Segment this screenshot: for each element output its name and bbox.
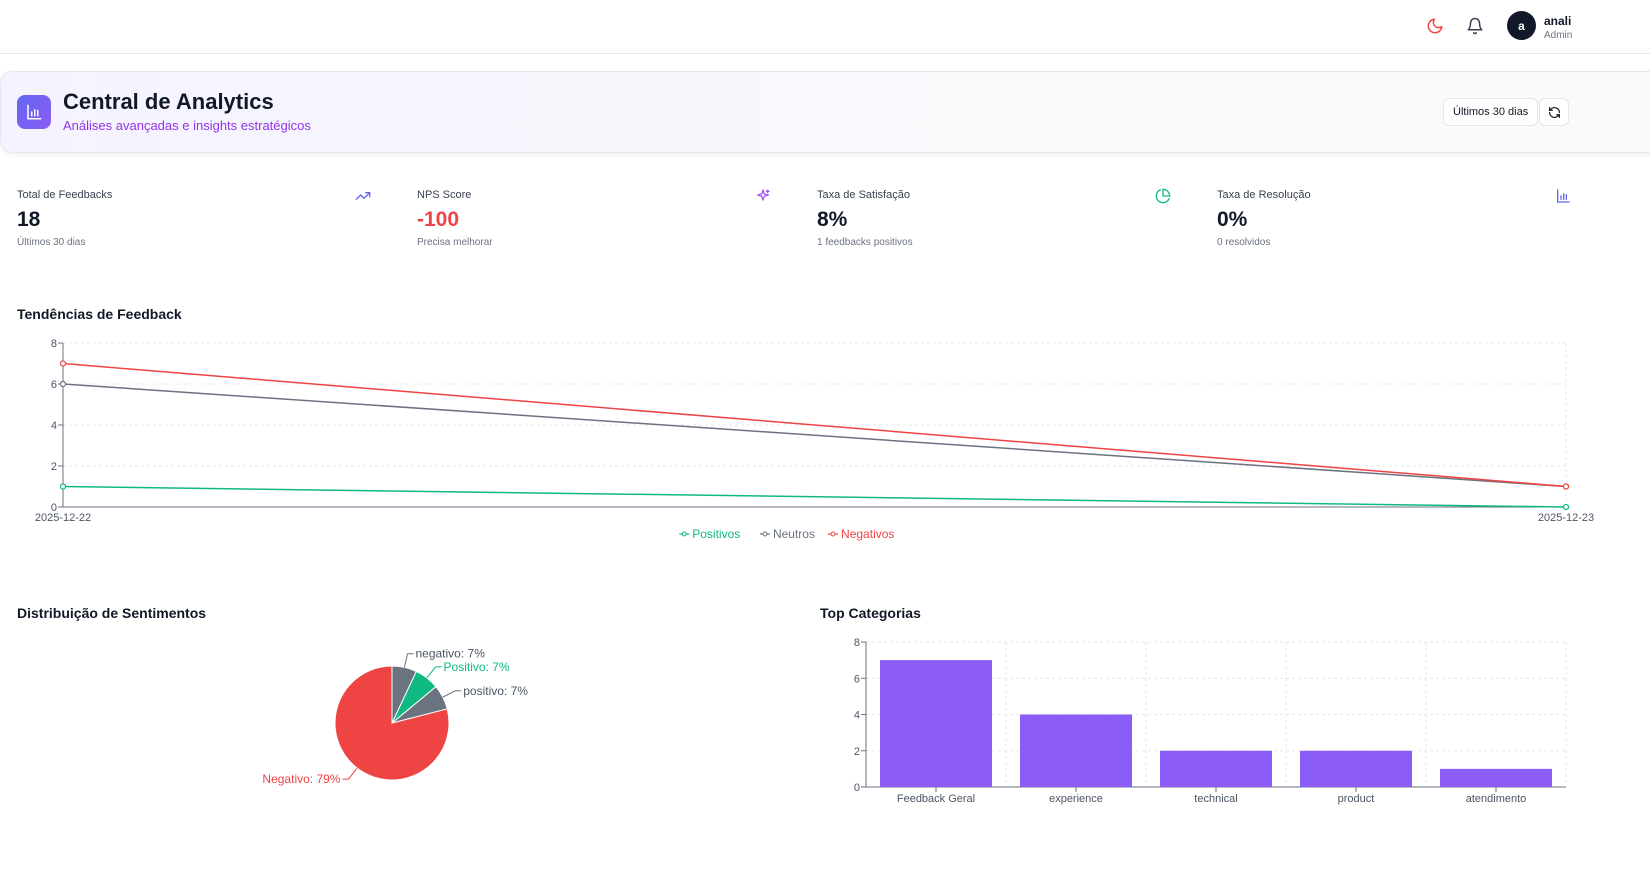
x-tick-label: experience [1049,793,1103,805]
sentiment-section-title: Distribuição de Sentimentos [17,605,207,621]
top-bar: a anali Admin [0,0,1650,54]
trending-up-icon [355,188,371,204]
pie-chart-icon [1155,188,1171,204]
stat-value: 18 [17,208,41,231]
data-point [1562,503,1570,511]
stat-resolution-rate: Taxa de Resolução 0% 0 resolvidos [1217,186,1577,256]
y-tick-label: 6 [51,379,57,391]
y-tick-label: 2 [854,746,860,758]
sentiment-pie-chart: Negativo: 79% positivo: 7% Positivo: 7%neg… [262,647,528,786]
x-tick-label: atendimento [1466,793,1527,805]
stat-subtext: 1 feedbacks positivos [817,237,913,248]
x-tick-label: Feedback Geral [897,793,975,805]
stat-satisfaction-rate: Taxa de Satisfação 8% 1 feedbacks positi… [817,186,1177,256]
legend-marker [681,531,687,537]
series-line-neutros [62,383,1567,488]
y-tick-label: 0 [51,502,57,514]
slice-label: Positivo: 7% [444,660,510,674]
x-tick-label: 2025-12-22 [35,512,91,524]
slice-label: negativo: 7% [415,647,485,661]
bar-atendimento [1440,768,1552,787]
slice-label: positivo: 7% [463,684,528,698]
data-point [59,380,67,388]
feedback-trends-line-chart: 0 2 4 6 8 2025-12-22 2025-12-23 Positivos Neutro… [35,338,1594,541]
stat-value: -100 [417,208,460,231]
y-tick-label: 0 [854,782,860,794]
legend-item-negativos: Negativos [828,527,894,541]
y-tick-label: 4 [854,710,860,722]
stat-subtext: Últimos 30 dias [17,237,86,248]
bar-product [1300,750,1412,787]
y-tick-label: 4 [51,420,57,432]
analytics-bar-chart-icon [17,95,51,129]
slice-label-leader [426,666,442,679]
legend-item-neutros: Neutros [759,527,815,541]
legend-marker [762,531,768,537]
stat-label: NPS Score [417,189,472,201]
data-point [1562,483,1570,490]
y-tick-label: 6 [854,673,860,685]
stat-value: 8% [817,208,848,231]
page-title: Central de Analytics [63,89,274,114]
stat-nps-score: NPS Score -100 Precisa melhorar [417,186,777,256]
slice-label-leader [442,690,462,698]
sparkles-icon [755,188,771,204]
user-role: Admin [1544,30,1573,41]
legend-label: Negativos [841,527,894,541]
stat-label: Total de Feedbacks [17,189,113,201]
legend-label: Positivos [692,527,740,541]
slice-label: Negativo: 79% [262,772,340,786]
bar-experience [1020,714,1132,787]
categories-section-title: Top Categorias [820,605,921,621]
stat-label: Taxa de Satisfação [817,189,910,201]
page-subtitle: Análises avançadas e insights estratégic… [63,118,311,133]
top-categories-bar-chart: 0 2 4 6 8 Feedback Geral experience technical pr… [854,637,1567,805]
series-line-positivos [62,485,1567,508]
stat-label: Taxa de Resolução [1217,189,1311,201]
period-selector-button[interactable]: Últimos 30 dias [1443,98,1539,126]
y-tick-label: 8 [854,637,860,649]
legend-marker [830,531,836,537]
bar-chart-icon [1555,188,1571,204]
stat-subtext: Precisa melhorar [417,237,493,248]
bar-technical [1160,750,1272,787]
data-point [59,360,67,367]
series-line-negativos [62,362,1567,488]
stat-total-feedbacks: Total de Feedbacks 18 Últimos 30 dias [17,186,377,256]
x-tick-label: product [1338,793,1375,805]
moon-icon[interactable] [1423,14,1447,38]
bar-feedback-geral [880,660,992,787]
slice-label-leader [342,767,358,780]
header-card [0,71,1650,153]
y-tick-label: 8 [51,338,57,350]
refresh-button[interactable] [1539,98,1569,126]
avatar[interactable]: a [1507,11,1536,40]
y-tick-label: 2 [51,461,57,473]
x-tick-label: 2025-12-23 [1538,512,1594,524]
trends-section-title: Tendências de Feedback [17,306,182,322]
stat-subtext: 0 resolvidos [1217,237,1271,248]
stat-value: 0% [1217,208,1248,231]
bell-icon[interactable] [1463,14,1487,38]
refresh-icon [1548,106,1560,118]
pie-slice [391,665,417,724]
legend-item-positivos: Positivos [679,527,740,541]
data-point [59,483,67,490]
slice-label-leader [403,653,414,668]
x-tick-label: technical [1194,793,1237,805]
legend-label: Neutros [773,527,815,541]
user-name: anali [1544,14,1572,28]
